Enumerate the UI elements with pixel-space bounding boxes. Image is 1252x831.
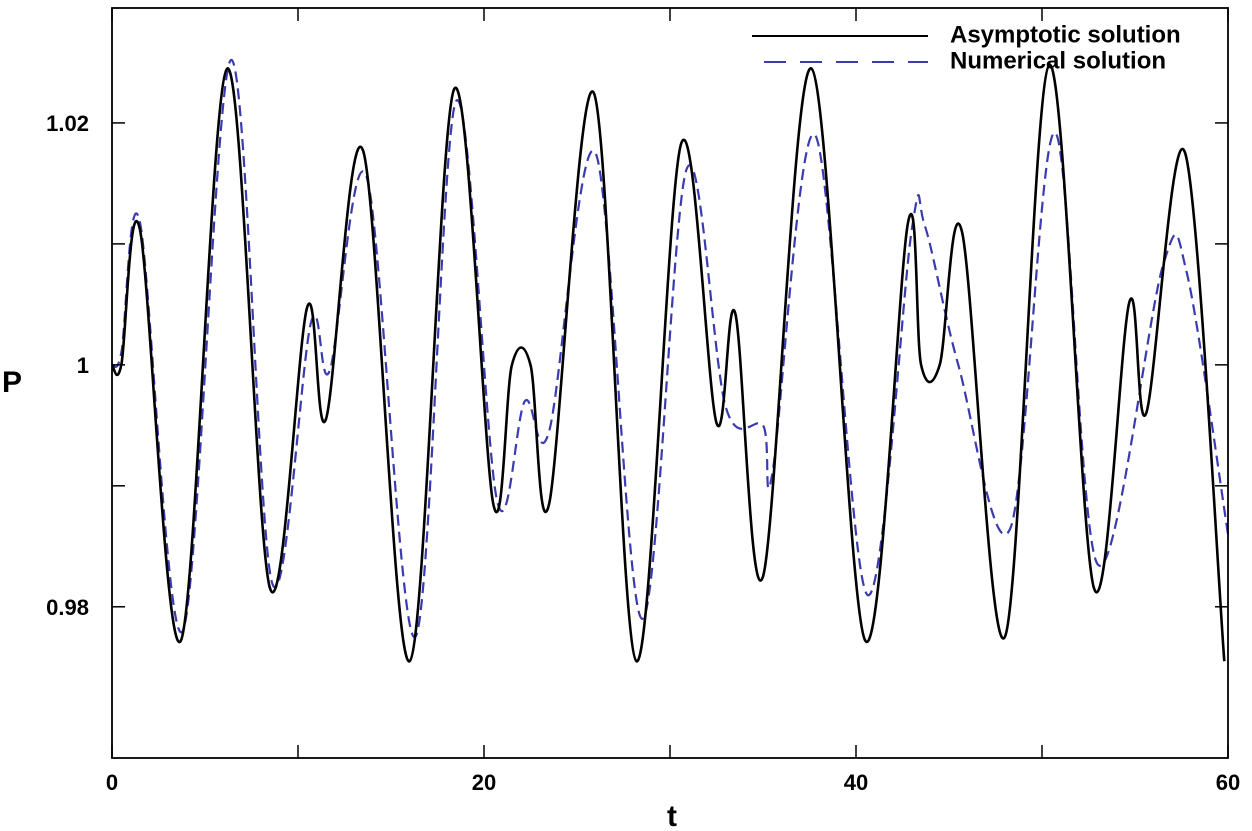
y-tick-label: 1.02 [46, 111, 89, 136]
x-axis-title: t [667, 800, 677, 831]
x-tick-label: 40 [844, 770, 868, 795]
legend: Asymptotic solution Numerical solution [752, 21, 1181, 74]
axes: 0 20 40 60 0.98 1 1.02 [46, 7, 1240, 795]
y-tick-label: 0.98 [46, 595, 89, 620]
plot-frame [111, 7, 1229, 759]
legend-label-numerical: Numerical solution [950, 47, 1166, 74]
x-tick-label: 0 [106, 770, 118, 795]
series-line-numerical [110, 58, 1230, 639]
y-tick-label: 1 [77, 353, 89, 378]
y-axis-title: P [2, 366, 22, 399]
series-line-asymptotic [110, 63, 1226, 663]
x-tick-label: 20 [472, 770, 496, 795]
x-tick-label: 60 [1216, 770, 1240, 795]
legend-label-asymptotic: Asymptotic solution [950, 21, 1181, 48]
plot-area [110, 58, 1230, 663]
